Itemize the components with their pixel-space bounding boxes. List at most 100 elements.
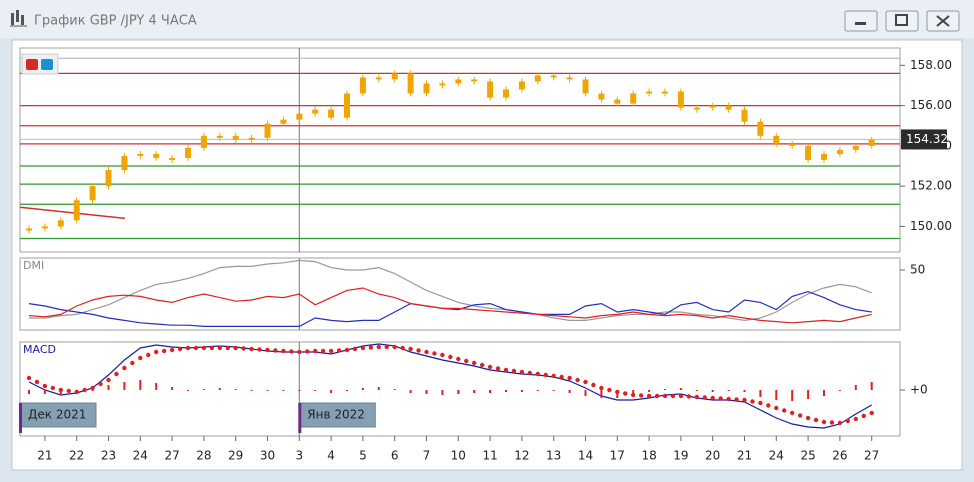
x-tick-label: 11 [482, 449, 497, 463]
signal-dot [122, 365, 127, 371]
restore-button[interactable] [885, 10, 919, 32]
signal-dot [185, 345, 191, 351]
signal-dot-fill [861, 413, 866, 419]
candle [836, 149, 843, 154]
histogram-bar [473, 390, 476, 393]
x-tick-label: 7 [423, 449, 431, 463]
window-title: График GBP /JPY 4 ЧАСА [34, 14, 197, 29]
histogram-bar [377, 387, 380, 390]
minimize-button[interactable] [844, 10, 878, 32]
signal-dot-fill [66, 388, 71, 394]
candle [185, 147, 191, 158]
candle [789, 143, 796, 146]
panel-frame [19, 257, 901, 331]
histogram-bar [361, 388, 364, 390]
y-tick-label: 156.00 [910, 98, 952, 112]
histogram-bar [155, 383, 158, 390]
candle [26, 228, 32, 231]
histogram-bar [600, 390, 603, 398]
x-tick-label: 23 [101, 449, 116, 463]
candle [471, 79, 478, 82]
signal-dot-fill [623, 391, 628, 396]
signal-dot-fill [193, 345, 199, 351]
candle [137, 153, 144, 156]
signal-dot-fill [766, 403, 771, 408]
signal-dot [742, 397, 747, 403]
histogram-bar [75, 390, 78, 391]
x-tick-label: 12 [514, 449, 529, 463]
candle [296, 113, 303, 120]
candle [773, 135, 780, 144]
x-tick-label: 30 [260, 449, 275, 463]
signal-dot-fill [98, 381, 103, 387]
signal-dot [392, 344, 397, 350]
signal-dot-fill [416, 348, 421, 353]
signal-dot-fill [146, 352, 151, 358]
indicator-line [28, 287, 872, 324]
histogram-bar [520, 390, 523, 392]
histogram-bar [807, 390, 810, 399]
panel-frame [19, 47, 901, 253]
signal-dot-fill [670, 393, 676, 399]
candle [232, 135, 239, 140]
signal-dot-fill [432, 351, 437, 356]
x-tick-label: 4 [327, 449, 335, 463]
candle [169, 157, 176, 160]
histogram-bar [870, 382, 873, 390]
signal-dot-fill [591, 382, 596, 388]
signal-dot [583, 379, 588, 385]
signal-dot-fill [336, 348, 342, 353]
signal-dot [281, 348, 286, 354]
candle [503, 89, 509, 98]
histogram-bar [854, 385, 857, 390]
x-tick-label: 24 [769, 449, 784, 463]
histogram-bar [250, 390, 253, 391]
chart-area [11, 39, 963, 471]
signal-dot-fill [225, 345, 230, 351]
signal-dot [519, 369, 525, 375]
candle [312, 109, 319, 114]
candle [89, 186, 96, 201]
signal-dot [424, 349, 429, 355]
candle [328, 109, 335, 118]
signal-dot-fill [782, 408, 787, 413]
candle [105, 170, 112, 187]
signal-dot-fill [464, 358, 469, 364]
candle [407, 73, 414, 94]
histogram-bar [139, 380, 142, 390]
signal-dot-fill [114, 371, 119, 377]
histogram-bar [28, 390, 30, 394]
signal-dot [440, 352, 445, 358]
signal-dot [694, 394, 699, 400]
candle [439, 83, 446, 86]
signal-dot [328, 348, 334, 354]
candle [868, 139, 875, 146]
panel-title: MACD [23, 343, 56, 356]
signal-dot [74, 389, 79, 395]
candle [662, 91, 668, 94]
histogram-bar [695, 390, 698, 391]
signal-dot-fill [82, 387, 87, 393]
period-marker [19, 403, 22, 433]
histogram-bar [505, 390, 507, 392]
candle [280, 119, 287, 124]
signal-dot-fill [400, 345, 405, 351]
signal-dot [472, 360, 477, 366]
histogram-bar [664, 389, 666, 390]
histogram-bar [791, 390, 794, 401]
close-button[interactable] [926, 10, 960, 32]
signal-dot [169, 347, 175, 353]
histogram-bar [711, 390, 714, 392]
candle [693, 107, 700, 110]
histogram-bar [838, 390, 841, 391]
signal-dot [853, 416, 858, 422]
candle [598, 93, 605, 100]
signal-dot-fill [50, 385, 56, 391]
trend-line [19, 206, 126, 220]
candle [153, 153, 160, 158]
candle [630, 93, 637, 104]
signal-dot-fill [654, 393, 660, 399]
histogram-bar [107, 385, 110, 390]
signal-dot [217, 345, 222, 351]
signal-dot [265, 347, 270, 353]
